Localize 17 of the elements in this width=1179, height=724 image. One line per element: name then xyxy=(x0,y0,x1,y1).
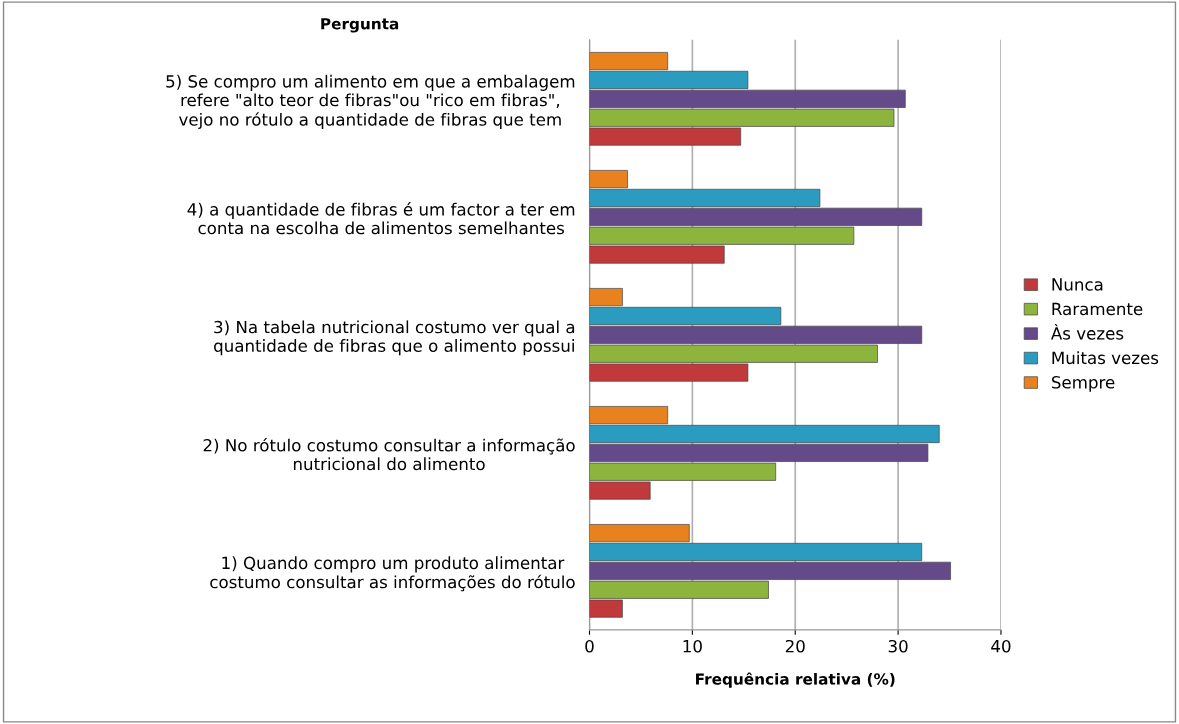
legend-label: Raramente xyxy=(1052,302,1143,316)
x-tick-label: 10 xyxy=(683,639,702,653)
y-tick-label: 4) a quantidade de fibras é um factor a ter em conta na escolha de alimentos semelhantes xyxy=(187,202,575,235)
x-tick-label: 30 xyxy=(888,639,908,653)
legend-label: Sempre xyxy=(1051,376,1115,392)
y-tick-label: 3) Na tabela nutricional costumo ver qual a quantidade de fibras que o alimento possui xyxy=(214,320,575,356)
y-tick-label: 1) Quando compro um produto alimentar costumo consultar as informações do rótulo xyxy=(210,556,575,592)
legend-label: Muitas vezes xyxy=(1052,351,1159,365)
y-axis-title: Pergunta xyxy=(321,18,399,33)
y-tick-label: 2) No rótulo costumo consultar a informação nutricional do alimento xyxy=(203,438,575,471)
legend-label: Nunca xyxy=(1052,278,1103,291)
x-tick-label: 40 xyxy=(991,639,1011,653)
y-tick-label: 5) Se compro um alimento em que a embalagem refere "alto teor de fibras"ou "rico em fibras", vejo no rótulo a quantidade de fibras que tem xyxy=(166,74,575,130)
x-tick-label: 0 xyxy=(585,639,594,653)
legend-label: Às vezes xyxy=(1051,324,1124,340)
x-axis-title: Frequência relativa (%) xyxy=(696,672,895,688)
x-tick-label: 20 xyxy=(785,639,805,653)
